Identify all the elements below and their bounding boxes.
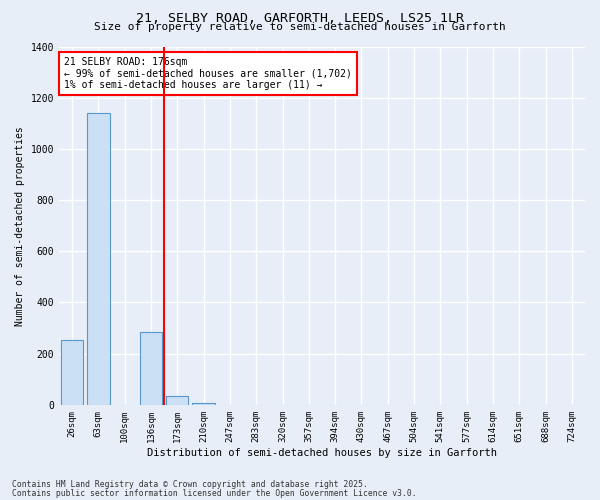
Bar	[140, 332, 162, 405]
Text: 21, SELBY ROAD, GARFORTH, LEEDS, LS25 1LR: 21, SELBY ROAD, GARFORTH, LEEDS, LS25 1L…	[136, 12, 464, 26]
Bar	[61, 340, 83, 405]
Bar	[166, 396, 188, 405]
Text: Contains HM Land Registry data © Crown copyright and database right 2025.: Contains HM Land Registry data © Crown c…	[12, 480, 368, 489]
Text: Contains public sector information licensed under the Open Government Licence v3: Contains public sector information licen…	[12, 488, 416, 498]
Bar	[87, 113, 110, 405]
X-axis label: Distribution of semi-detached houses by size in Garforth: Distribution of semi-detached houses by …	[147, 448, 497, 458]
Y-axis label: Number of semi-detached properties: Number of semi-detached properties	[15, 126, 25, 326]
Bar	[193, 403, 215, 405]
Text: 21 SELBY ROAD: 176sqm
← 99% of semi-detached houses are smaller (1,702)
1% of se: 21 SELBY ROAD: 176sqm ← 99% of semi-deta…	[64, 58, 352, 90]
Text: Size of property relative to semi-detached houses in Garforth: Size of property relative to semi-detach…	[94, 22, 506, 32]
